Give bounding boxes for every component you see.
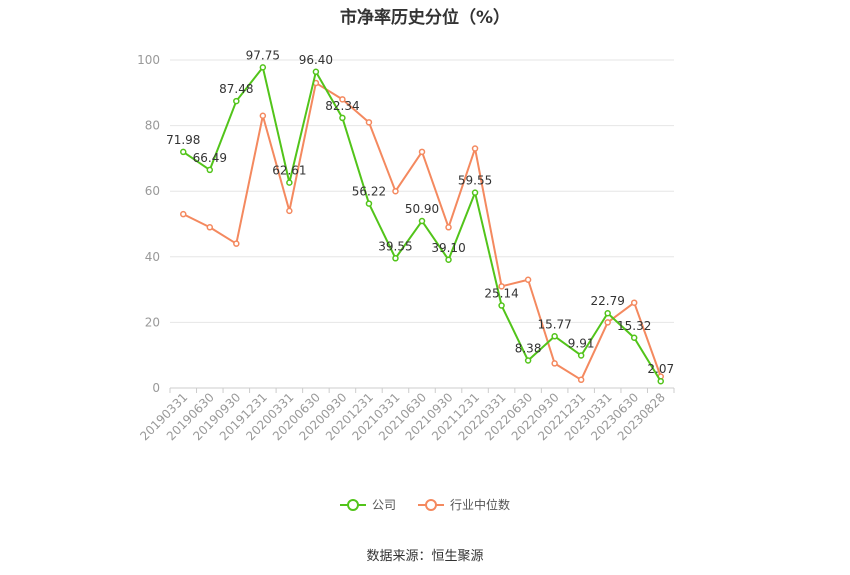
data-point-industry-median [524, 276, 532, 284]
y-tick-label: 20 [145, 315, 160, 329]
data-point-company [286, 179, 293, 186]
data-label-company: 2.07 [647, 362, 674, 376]
data-point-industry-median [604, 319, 611, 326]
data-point-company [418, 217, 426, 225]
data-point-industry-median [206, 224, 214, 231]
data-point-industry-median [471, 145, 479, 152]
data-label-company: 22.79 [591, 294, 625, 308]
data-point-company [524, 357, 532, 364]
data-point-industry-median [339, 96, 346, 103]
legend-item-company[interactable]: 公司 [339, 496, 396, 513]
data-point-company [498, 302, 505, 309]
data-label-company: 39.55 [378, 239, 412, 253]
legend-label-company: 公司 [371, 498, 396, 512]
data-point-company [312, 68, 320, 76]
y-tick-label: 40 [145, 250, 160, 264]
data-point-industry-median [365, 119, 373, 126]
data-point-industry-median [551, 360, 558, 367]
data-point-company [392, 255, 399, 262]
data-point-company [630, 334, 638, 342]
data-point-industry-median [630, 299, 638, 306]
data-point-company [259, 64, 267, 71]
data-point-company [206, 166, 214, 174]
legend-swatch-industry-median [418, 498, 444, 511]
data-label-company: 96.40 [299, 53, 333, 67]
y-tick-label: 100 [137, 53, 160, 67]
data-point-industry-median [498, 283, 505, 290]
data-point-company [233, 97, 240, 105]
data-point-industry-median [577, 376, 585, 384]
legend: 公司 行业中位数 [0, 496, 850, 513]
data-label-company: 62.61 [272, 164, 306, 178]
data-label-company: 25.14 [484, 287, 518, 301]
legend-label-industry-median: 行业中位数 [450, 498, 511, 512]
legend-item-industry-median[interactable]: 行业中位数 [418, 496, 510, 513]
data-label-company: 50.90 [405, 202, 439, 216]
y-tick-label: 60 [145, 184, 160, 198]
y-tick-label: 0 [152, 381, 160, 395]
data-label-company: 71.98 [166, 133, 200, 147]
data-point-industry-median [445, 224, 452, 231]
chart-title: 市净率历史分位（%） [339, 8, 511, 28]
data-label-company: 39.10 [431, 241, 465, 255]
y-tick-label: 80 [145, 119, 160, 133]
data-point-company [577, 352, 585, 359]
data-point-company [551, 333, 558, 340]
source-note: 数据来源：恒生聚源 [366, 549, 484, 564]
data-point-industry-median [259, 112, 267, 120]
data-point-industry-median [180, 210, 187, 218]
data-label-company: 66.49 [193, 151, 227, 165]
data-point-company [471, 189, 479, 196]
data-label-company: 15.32 [617, 319, 651, 333]
legend-swatch-company [339, 498, 366, 511]
series-line-industry-median [182, 81, 662, 381]
data-point-company [339, 114, 346, 122]
data-point-industry-median [286, 207, 293, 215]
data-point-company [657, 377, 664, 385]
data-label-company: 59.55 [458, 174, 492, 188]
data-label-company: 82.34 [325, 99, 359, 113]
data-point-company [365, 200, 373, 207]
data-label-company: 56.22 [352, 185, 386, 199]
data-point-industry-median [233, 240, 240, 247]
data-point-company [604, 309, 611, 317]
data-label-company: 9.91 [568, 336, 595, 350]
data-label-company: 15.77 [537, 317, 571, 331]
data-point-company [180, 148, 187, 156]
data-label-company: 97.75 [246, 48, 280, 62]
data-point-industry-median [418, 148, 426, 156]
data-label-company: 87.48 [219, 82, 253, 96]
data-label-company: 8.38 [515, 342, 542, 356]
data-point-company [445, 256, 452, 264]
data-point-industry-median [392, 187, 399, 195]
